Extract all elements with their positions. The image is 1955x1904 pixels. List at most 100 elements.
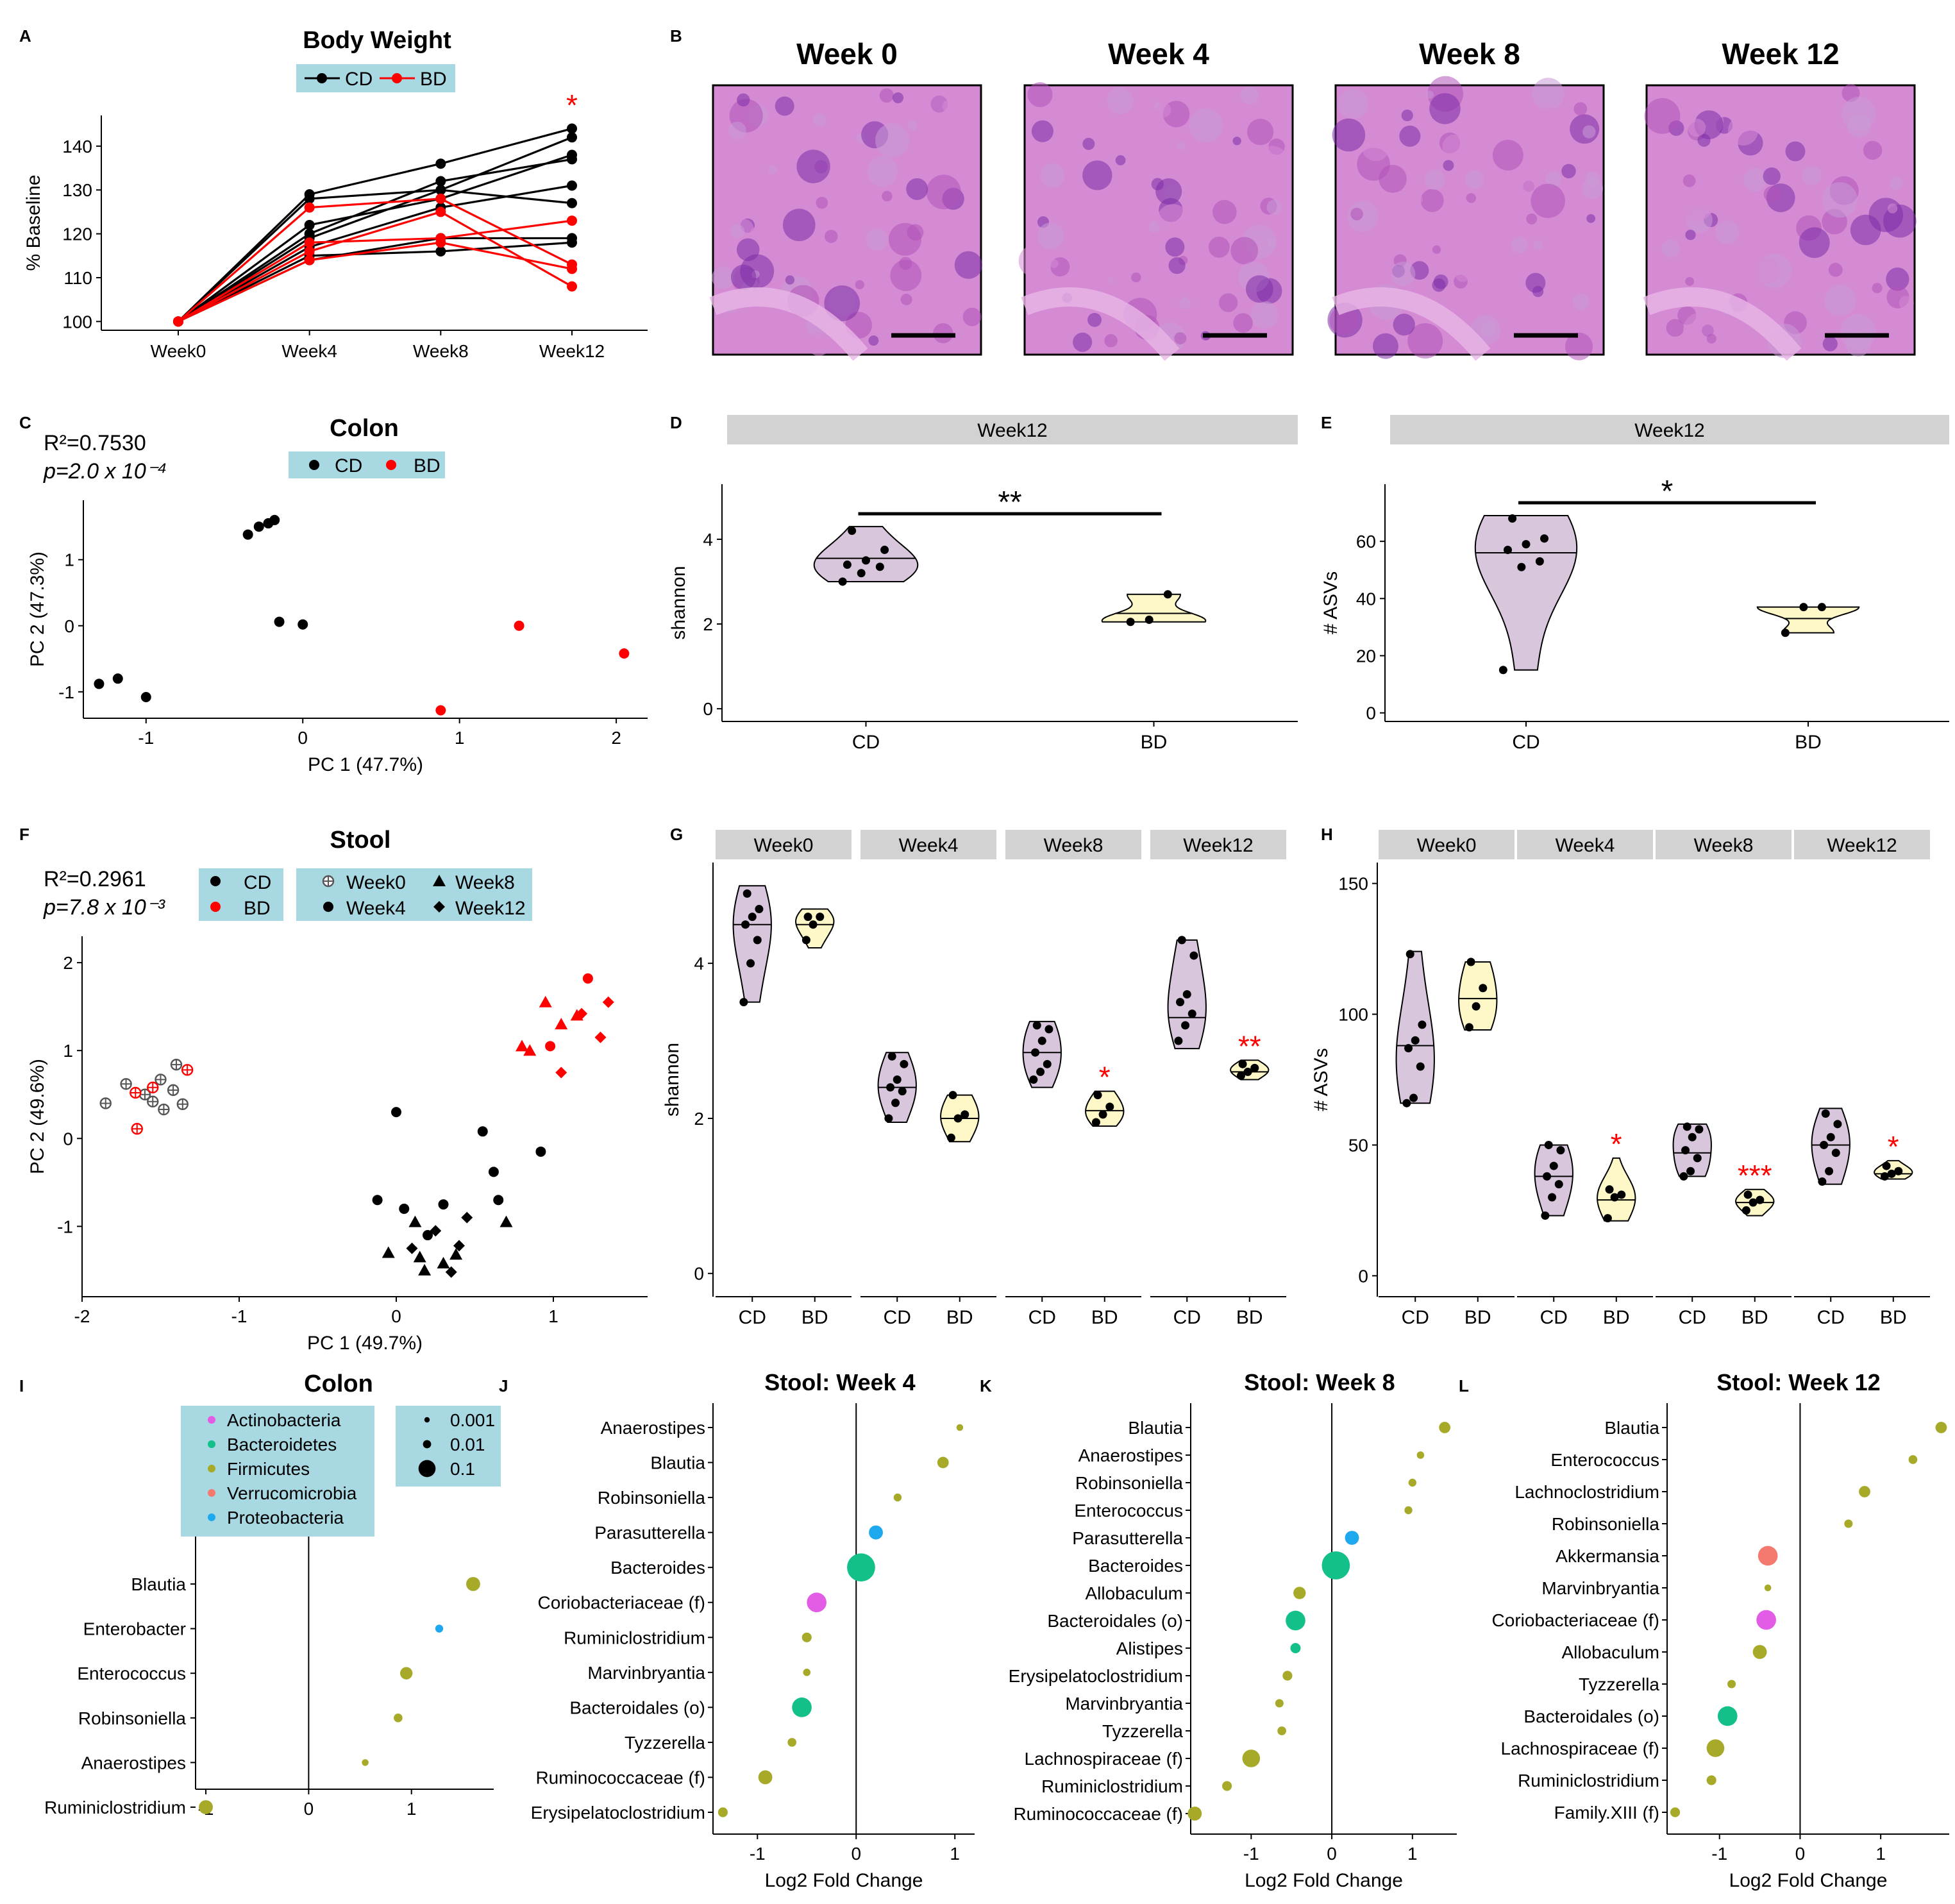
pca-point-bd-week8: [539, 995, 552, 1007]
panel-i-fold-change: -101BlautiaEnterobacterEnterococcusRobin…: [44, 1370, 501, 1819]
violin-point-cd: [1693, 1154, 1702, 1163]
fold-change-point: [807, 1592, 826, 1613]
panel-l-title: Stool: Week 12: [1716, 1369, 1880, 1395]
violin-point-cd: [739, 998, 748, 1007]
violin-point-cd: [1032, 1021, 1041, 1030]
legend-size-dot: [418, 1460, 436, 1478]
tissue-cell: [907, 224, 924, 241]
violin-point-cd: [1682, 1122, 1691, 1131]
taxon-label: Marvinbryantia: [587, 1663, 705, 1683]
pca-point-bd-week12: [602, 996, 614, 1008]
y-tick-label: 1: [64, 550, 74, 570]
taxon-label: Allobaculum: [1561, 1642, 1659, 1662]
r-squared-label: R²=0.7530: [44, 431, 146, 455]
tissue-cell: [1179, 297, 1191, 310]
taxon-label: Alistipes: [1116, 1639, 1183, 1658]
fold-change-point: [1935, 1422, 1947, 1433]
violin-bd: [1597, 1157, 1636, 1222]
violin-point-cd: [886, 1083, 895, 1092]
violin-point-bd: [1093, 1091, 1102, 1100]
facet-strip: [1390, 415, 1949, 444]
tissue-cell: [1186, 283, 1214, 311]
y-tick-label: 140: [62, 137, 92, 156]
pca-point-cd: [140, 692, 151, 703]
panel-l-fold-change: -1 0 1 Log2 Fold Change Blautia Enterococcus L…: [1492, 1369, 1949, 1891]
tissue-cell: [1432, 245, 1441, 254]
tissue-cell: [1533, 240, 1543, 250]
violin-point-bd: [948, 1091, 957, 1100]
y-tick-label: 4: [703, 530, 713, 550]
x-tick-label: Week12: [539, 341, 605, 361]
legend-size-label: 0.1: [450, 1459, 475, 1479]
violin-point-cd: [1189, 951, 1198, 960]
x-tick-label: BD: [1464, 1307, 1491, 1328]
panel-letter-G: G: [670, 825, 683, 844]
x-tick-label: 2: [611, 728, 621, 748]
tissue-cell: [730, 224, 745, 239]
taxon-label: Marvinbryantia: [1541, 1578, 1659, 1598]
pca-point-cd: [274, 616, 285, 627]
tissue-cell: [796, 149, 830, 183]
histology-title: Week 0: [796, 37, 898, 71]
tissue-cell: [1174, 332, 1187, 345]
series-line-bd: [178, 219, 573, 323]
tissue-cell: [1461, 119, 1481, 139]
pca-point-bd-week12: [594, 1031, 607, 1043]
tissue-cell: [1698, 240, 1721, 262]
taxon-label: Robinsoniella: [1075, 1473, 1184, 1493]
tissue-cell: [882, 190, 893, 202]
tissue-cell: [875, 123, 909, 158]
tissue-cell: [768, 165, 777, 174]
tissue-cell: [900, 294, 912, 305]
panel-a-title: Body Weight: [303, 27, 451, 54]
facet-strip-label: Week12: [1827, 835, 1897, 856]
tissue-cell: [1785, 141, 1806, 162]
fold-change-point: [847, 1553, 875, 1582]
tissue-cell: [812, 113, 826, 127]
taxon-label: Robinsoniella: [78, 1708, 187, 1728]
fold-change-point: [1282, 1671, 1293, 1681]
tissue-cell: [824, 285, 860, 321]
pca-point-cd-week4: [438, 1199, 449, 1210]
y-tick-label: 40: [1356, 589, 1376, 609]
x-tick-label: CD: [1028, 1307, 1056, 1328]
series-point-bd: [173, 316, 183, 327]
violin-point-cd: [1549, 1161, 1558, 1170]
taxon-label: Bacteroides: [1088, 1556, 1183, 1576]
x-tick-label: 1: [950, 1844, 960, 1864]
facet-strip-label: Week8: [1044, 835, 1103, 856]
tissue-cell: [1442, 134, 1467, 160]
fold-change-point: [937, 1456, 949, 1469]
legend-size-dot: [423, 1440, 432, 1449]
significance-stars: *: [1661, 475, 1674, 509]
tissue-cell: [1099, 124, 1129, 154]
significance-star: *: [566, 88, 578, 122]
facet-strip-label: Week0: [754, 835, 814, 856]
pca-point-cd-week4: [477, 1126, 488, 1137]
tissue-cell: [737, 93, 750, 106]
fold-change-point: [1752, 1645, 1767, 1659]
violin-cd: [1534, 1144, 1573, 1217]
violin-point-bd: [1880, 1172, 1889, 1181]
facet-strip: [860, 830, 996, 859]
violin-cd: [1811, 1108, 1850, 1185]
series-point-cd: [567, 123, 577, 134]
violin-point-bd: [946, 1133, 955, 1142]
violin-point-cd: [1181, 1021, 1190, 1030]
pca-point-cd-week8: [418, 1263, 432, 1276]
series-line-bd: [177, 198, 573, 323]
fold-change-point: [1908, 1455, 1918, 1464]
x-tick-label: 0: [1327, 1844, 1337, 1864]
violin-point-cd: [1402, 1099, 1411, 1108]
x-tick-label: 0: [1795, 1844, 1806, 1864]
violin-point-cd: [743, 889, 751, 898]
significance-stars: *: [1611, 1127, 1622, 1161]
tissue-cell: [1082, 160, 1112, 190]
tissue-cell: [1155, 178, 1182, 205]
panel-letter-E: E: [1321, 413, 1332, 432]
pca-point-bd: [514, 620, 524, 631]
y-tick-label: 0: [703, 699, 713, 719]
violin-point-bd: [803, 913, 812, 922]
pca-point-cd-week0: [147, 1095, 159, 1108]
